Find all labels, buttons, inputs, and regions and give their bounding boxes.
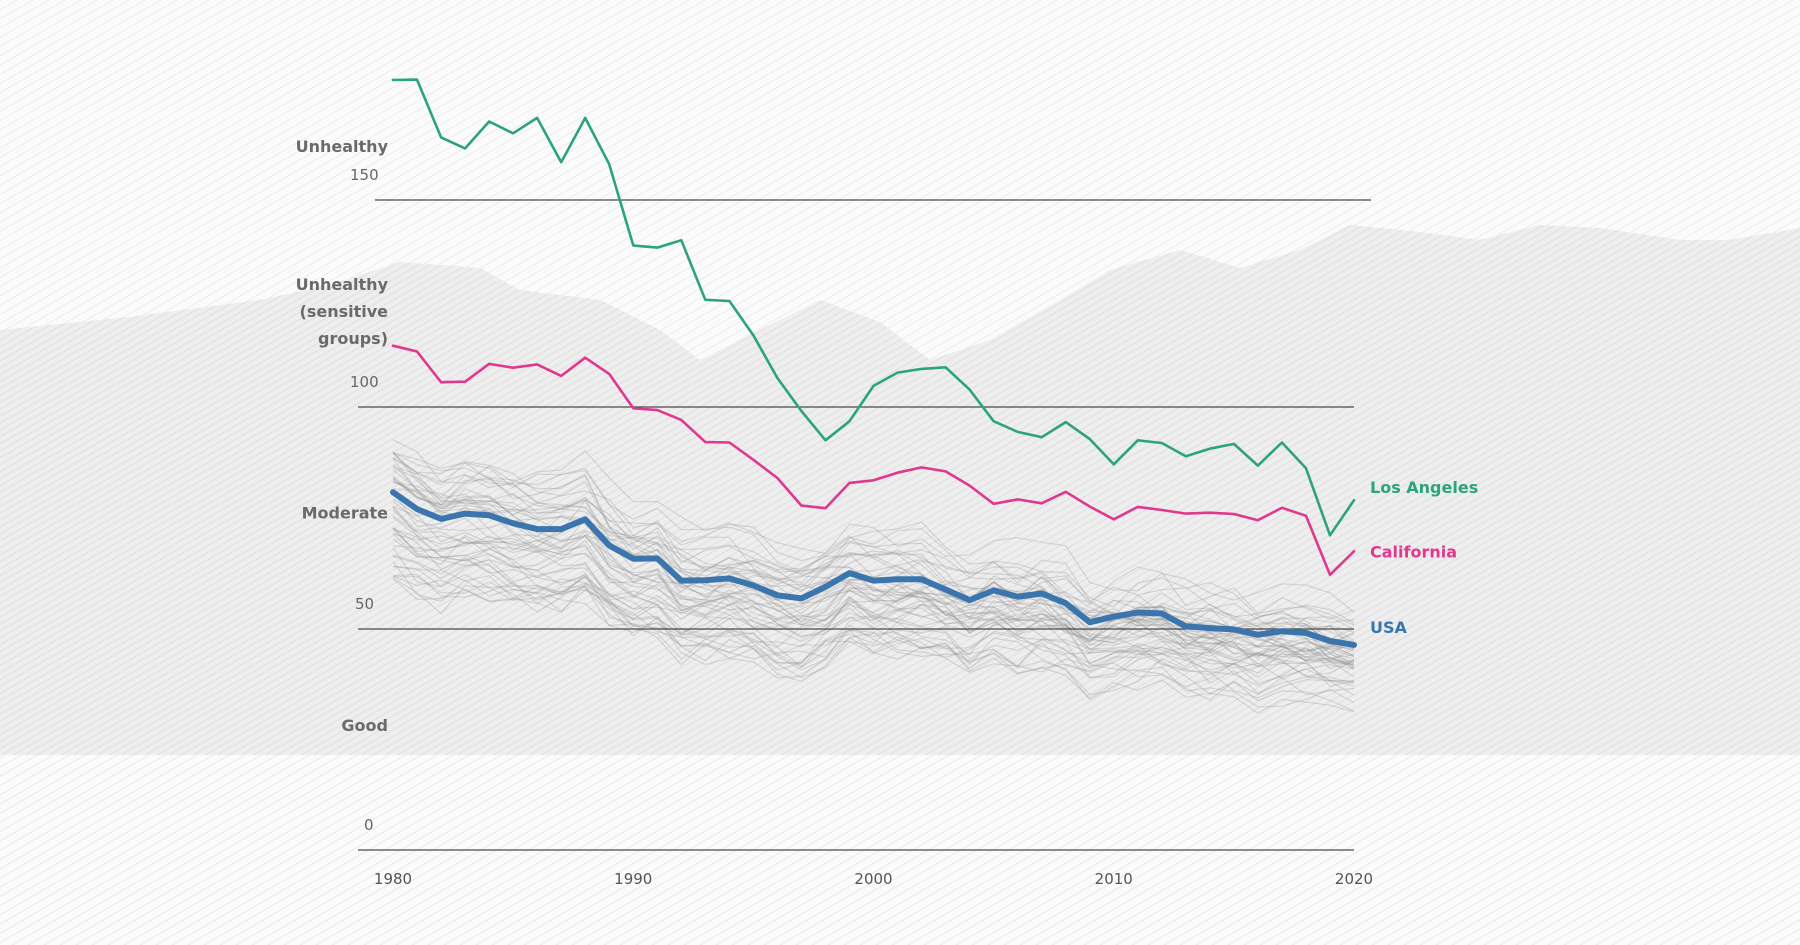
background-line <box>392 572 1355 679</box>
category-labels: Unhealthy Unhealthy (sensitive groups) Moder… <box>296 137 389 735</box>
background-line <box>392 498 1355 658</box>
background-line <box>392 509 1355 646</box>
series-line-usa <box>390 489 1357 648</box>
x-tick-label: 2020 <box>1335 870 1373 888</box>
background-line <box>392 578 1355 699</box>
y-tick-label: 150 <box>350 166 379 184</box>
background-line <box>392 477 1355 655</box>
background-line <box>392 526 1355 670</box>
background-line <box>392 480 1355 644</box>
background-line <box>392 538 1355 668</box>
background-line <box>392 576 1355 696</box>
background-line <box>392 488 1355 656</box>
background-line <box>392 517 1355 687</box>
category-label: Good <box>341 716 388 735</box>
x-tick-label: 1990 <box>614 870 652 888</box>
background-line <box>392 469 1355 633</box>
background-line <box>392 475 1355 653</box>
y-tick-label: 100 <box>350 373 379 391</box>
category-label: Moderate <box>302 504 389 523</box>
background-line <box>392 573 1355 683</box>
background-line <box>392 575 1355 696</box>
y-axis-ticks: 150 100 50 0 <box>350 166 379 834</box>
background-line <box>392 451 1355 621</box>
background-line <box>392 527 1355 663</box>
series-label-los-angeles: Los Angeles <box>1370 478 1478 497</box>
background-line <box>392 491 1355 666</box>
background-line <box>392 481 1355 678</box>
series-line-los-angeles <box>391 78 1356 537</box>
category-label: Unhealthy (sensitive groups) <box>296 275 389 348</box>
background-line <box>392 547 1355 688</box>
background-line <box>392 560 1355 708</box>
series-labels: Los Angeles California USA <box>1370 478 1478 637</box>
category-label: Unhealthy <box>296 137 389 156</box>
background-line <box>392 527 1355 664</box>
series-line-california <box>391 344 1356 577</box>
y-tick-label: 50 <box>355 595 374 613</box>
y-tick-label: 0 <box>364 816 374 834</box>
background-line <box>392 449 1355 613</box>
x-tick-label: 2010 <box>1095 870 1133 888</box>
background-line <box>392 467 1355 670</box>
background-line <box>392 541 1355 674</box>
background-line <box>392 515 1355 668</box>
background-line <box>392 554 1355 685</box>
series-label-california: California <box>1370 542 1457 561</box>
background-line <box>392 565 1355 712</box>
x-axis-ticks: 1980 1990 2000 2010 2020 <box>374 870 1373 888</box>
background-line <box>392 439 1355 626</box>
background-line <box>392 453 1355 641</box>
x-tick-label: 2000 <box>854 870 892 888</box>
series-label-usa: USA <box>1370 618 1408 637</box>
background-line <box>392 533 1355 668</box>
background-line <box>392 478 1355 642</box>
x-tick-label: 1980 <box>374 870 412 888</box>
background-line <box>392 527 1355 665</box>
background-line <box>392 451 1355 660</box>
background-line <box>392 501 1355 645</box>
background-line <box>392 505 1355 696</box>
background-line <box>392 475 1355 663</box>
threshold-lines <box>358 199 1371 851</box>
background-line <box>392 555 1355 714</box>
background-line <box>392 456 1355 650</box>
background-line <box>392 533 1355 658</box>
background-line <box>392 452 1355 662</box>
background-line <box>392 451 1355 631</box>
series-lines <box>390 78 1357 648</box>
background-line <box>392 565 1355 694</box>
background-line <box>392 463 1355 637</box>
